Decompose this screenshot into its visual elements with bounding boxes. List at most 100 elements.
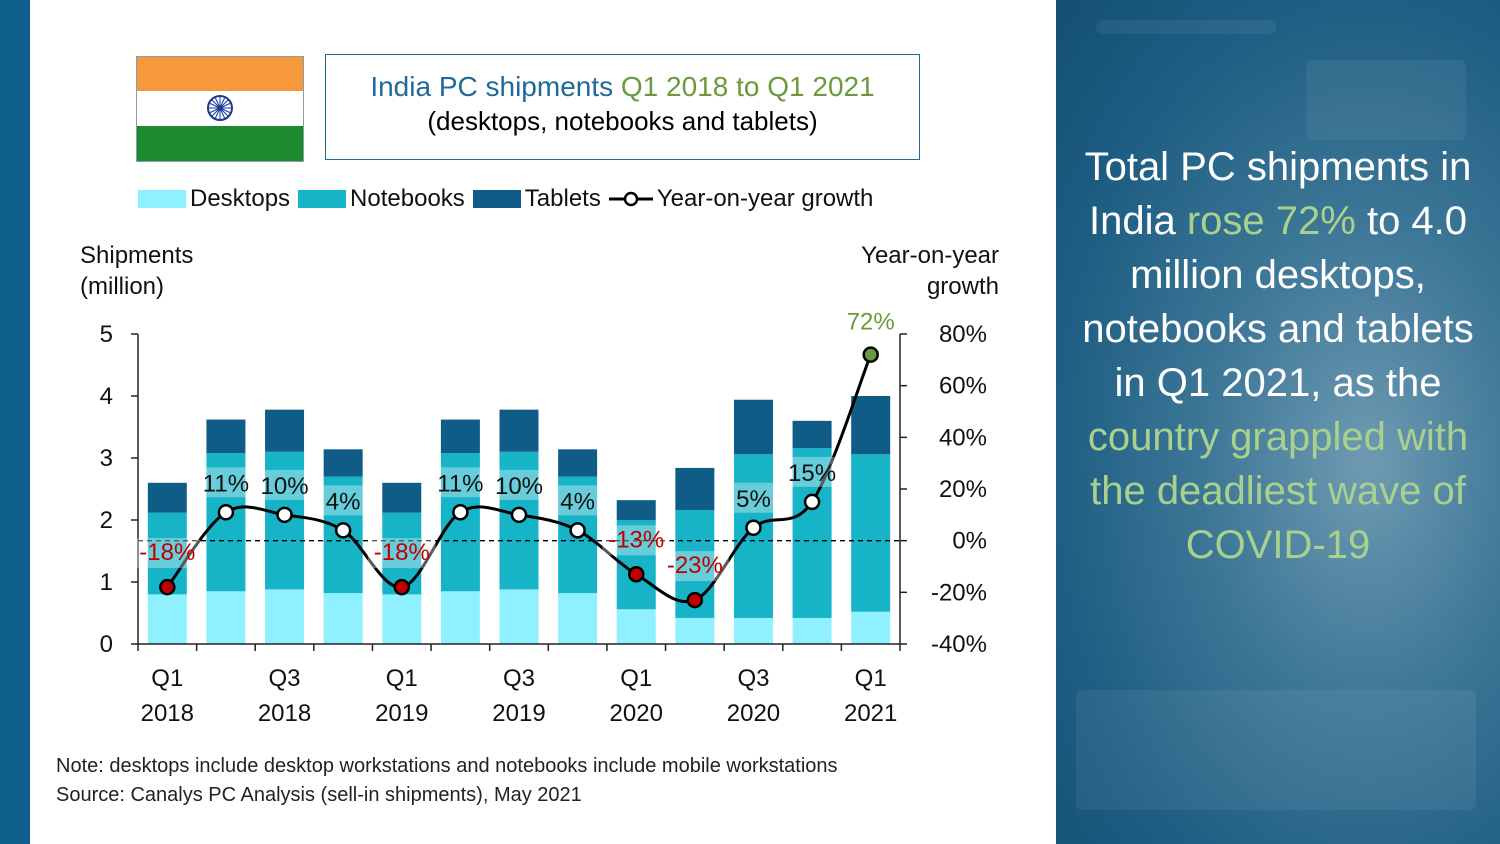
x-axis-tick-label: Q3 bbox=[269, 665, 301, 692]
bar-desktops-q2-2019 bbox=[440, 591, 480, 644]
growth-marker bbox=[803, 493, 821, 511]
bar-desktops-q1-2018 bbox=[147, 594, 187, 644]
left-border bbox=[0, 0, 30, 844]
y-axis-right-title: Year-on-year bbox=[861, 242, 999, 269]
x-axis-tick-label: 2018 bbox=[258, 700, 311, 727]
x-axis-tick-label: 2021 bbox=[844, 700, 897, 727]
growth-marker bbox=[334, 522, 352, 539]
bar-tablets-q4-2018 bbox=[323, 449, 363, 477]
background-shape bbox=[1096, 20, 1276, 34]
x-axis-tick-label: Q1 bbox=[855, 665, 887, 692]
x-axis-tick-label: 2019 bbox=[375, 700, 428, 727]
y-axis-left-tick-label: 5 bbox=[100, 321, 113, 348]
chart-title: India PC shipments Q1 2018 to Q1 2021 bbox=[326, 71, 919, 103]
growth-label-background bbox=[429, 467, 492, 498]
bar-tablets-q2-2020 bbox=[675, 467, 715, 511]
y-axis-left-tick-label: 4 bbox=[100, 383, 113, 410]
headline-text: Total PC shipments in India rose 72% to … bbox=[1066, 140, 1490, 572]
bar-notebooks-q2-2019 bbox=[440, 453, 480, 592]
y-axis-right-tick-label: 80% bbox=[939, 321, 987, 348]
bar-tablets-q1-2018 bbox=[147, 482, 187, 513]
chart-footnote: Note: desktops include desktop workstati… bbox=[56, 752, 838, 810]
legend-label-notebooks: Notebooks bbox=[350, 185, 465, 212]
x-axis-tick-label: 2020 bbox=[727, 700, 780, 727]
bar-desktops-q4-2018 bbox=[323, 593, 363, 644]
growth-label-background bbox=[781, 456, 844, 487]
growth-marker bbox=[745, 519, 762, 536]
note-text: Note: desktops include desktop workstati… bbox=[56, 755, 838, 777]
bar-notebooks-q1-2021 bbox=[851, 454, 891, 612]
growth-label-background bbox=[488, 469, 550, 500]
headline-highlight-covid: country grappled with the deadliest wave… bbox=[1087, 415, 1469, 567]
flag-saffron-band bbox=[137, 57, 303, 91]
x-axis-tick-label: Q3 bbox=[503, 665, 535, 692]
y-axis-right-tick-label: 20% bbox=[939, 476, 987, 503]
bar-tablets-q1-2019 bbox=[382, 482, 422, 513]
bar-desktops-q1-2020 bbox=[616, 609, 656, 644]
growth-label-background bbox=[546, 485, 609, 516]
chart-title-main: India PC shipments bbox=[370, 71, 614, 102]
bar-desktops-q2-2018 bbox=[206, 591, 246, 644]
chart-legend: Desktops Notebooks Tablets Year-on-year … bbox=[138, 184, 881, 214]
growth-label-background bbox=[133, 538, 202, 569]
chart-title-period: Q1 2018 to Q1 2021 bbox=[620, 71, 875, 102]
bar-tablets-q3-2018 bbox=[265, 409, 305, 452]
growth-data-label: 4% bbox=[560, 488, 595, 515]
legend-label-growth: Year-on-year growth bbox=[656, 185, 874, 212]
growth-data-label: -18% bbox=[139, 539, 195, 566]
growth-data-label: 11% bbox=[203, 470, 249, 497]
growth-label-background bbox=[312, 485, 375, 516]
bar-tablets-q1-2020 bbox=[616, 500, 656, 520]
bar-desktops-q4-2019 bbox=[558, 593, 598, 644]
legend-item-notebooks: Notebooks bbox=[298, 185, 465, 213]
legend-swatch-tablets bbox=[472, 190, 521, 208]
growth-data-label: 15% bbox=[788, 460, 836, 487]
growth-data-label: -23% bbox=[667, 552, 723, 579]
growth-label-background bbox=[660, 551, 729, 582]
bar-desktops-q3-2018 bbox=[265, 589, 305, 644]
growth-data-label: 11% bbox=[437, 470, 483, 497]
y-axis-right-tick-label: -40% bbox=[931, 631, 987, 658]
growth-marker bbox=[393, 578, 411, 596]
growth-data-label: 10% bbox=[261, 473, 309, 500]
y-axis-right-tick-label: 40% bbox=[939, 424, 987, 451]
growth-label-background bbox=[253, 469, 316, 500]
bar-notebooks-q3-2020 bbox=[733, 454, 773, 618]
growth-data-label: -18% bbox=[374, 539, 430, 566]
y-axis-left-title: (million) bbox=[80, 273, 164, 300]
growth-marker bbox=[569, 522, 586, 539]
bar-desktops-q3-2020 bbox=[733, 617, 773, 644]
bar-tablets-q2-2019 bbox=[440, 419, 480, 454]
legend-label-tablets: Tablets bbox=[524, 185, 601, 212]
y-axis-left-tick-label: 2 bbox=[100, 507, 113, 534]
legend-item-tablets: Tablets bbox=[472, 185, 601, 213]
growth-marker bbox=[510, 506, 528, 524]
legend-swatch-notebooks bbox=[298, 190, 347, 208]
x-axis-tick-label: 2020 bbox=[610, 700, 663, 727]
y-axis-right-title: growth bbox=[927, 273, 999, 300]
y-axis-left-tick-label: 0 bbox=[100, 631, 113, 658]
legend-swatch-desktops bbox=[138, 190, 186, 208]
bar-desktops-q1-2019 bbox=[382, 594, 422, 644]
growth-marker bbox=[159, 578, 176, 596]
bar-tablets-q4-2020 bbox=[792, 420, 832, 449]
y-axis-right-tick-label: -20% bbox=[931, 579, 987, 606]
legend-line-marker-icon bbox=[608, 191, 653, 207]
y-axis-left-title: Shipments bbox=[80, 242, 193, 269]
headline-highlight-growth: rose 72% bbox=[1186, 199, 1356, 243]
y-axis-right-tick-label: 60% bbox=[939, 373, 987, 400]
bar-tablets-q3-2020 bbox=[733, 399, 773, 455]
y-axis-left-tick-label: 1 bbox=[100, 569, 113, 596]
growth-data-label: 5% bbox=[736, 486, 771, 513]
headline-part-1: Total PC shipments in India bbox=[1084, 145, 1472, 243]
y-axis-left-tick-label: 3 bbox=[100, 445, 113, 472]
bar-desktops-q2-2020 bbox=[675, 617, 715, 644]
bar-desktops-q1-2021 bbox=[851, 611, 891, 644]
x-axis-tick-label: Q1 bbox=[620, 665, 652, 692]
x-axis-tick-label: 2019 bbox=[492, 700, 545, 727]
chart-subtitle: (desktops, notebooks and tablets) bbox=[427, 106, 818, 136]
legend-item-desktops: Desktops bbox=[138, 185, 290, 213]
growth-label-background bbox=[722, 482, 785, 513]
bar-desktops-q4-2020 bbox=[792, 617, 832, 644]
x-axis-tick-label: Q3 bbox=[737, 665, 769, 692]
